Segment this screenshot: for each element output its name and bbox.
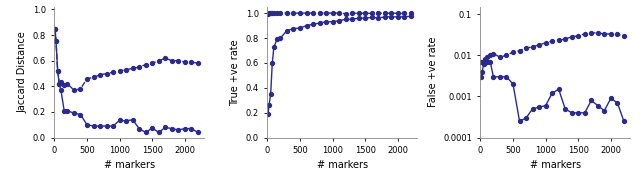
X-axis label: # markers: # markers	[317, 160, 368, 170]
Y-axis label: False +ve rate: False +ve rate	[428, 37, 438, 108]
X-axis label: # markers: # markers	[104, 160, 155, 170]
X-axis label: # markers: # markers	[530, 160, 581, 170]
Y-axis label: True +ve rate: True +ve rate	[230, 39, 240, 106]
Y-axis label: Jaccard Distance: Jaccard Distance	[17, 31, 28, 113]
